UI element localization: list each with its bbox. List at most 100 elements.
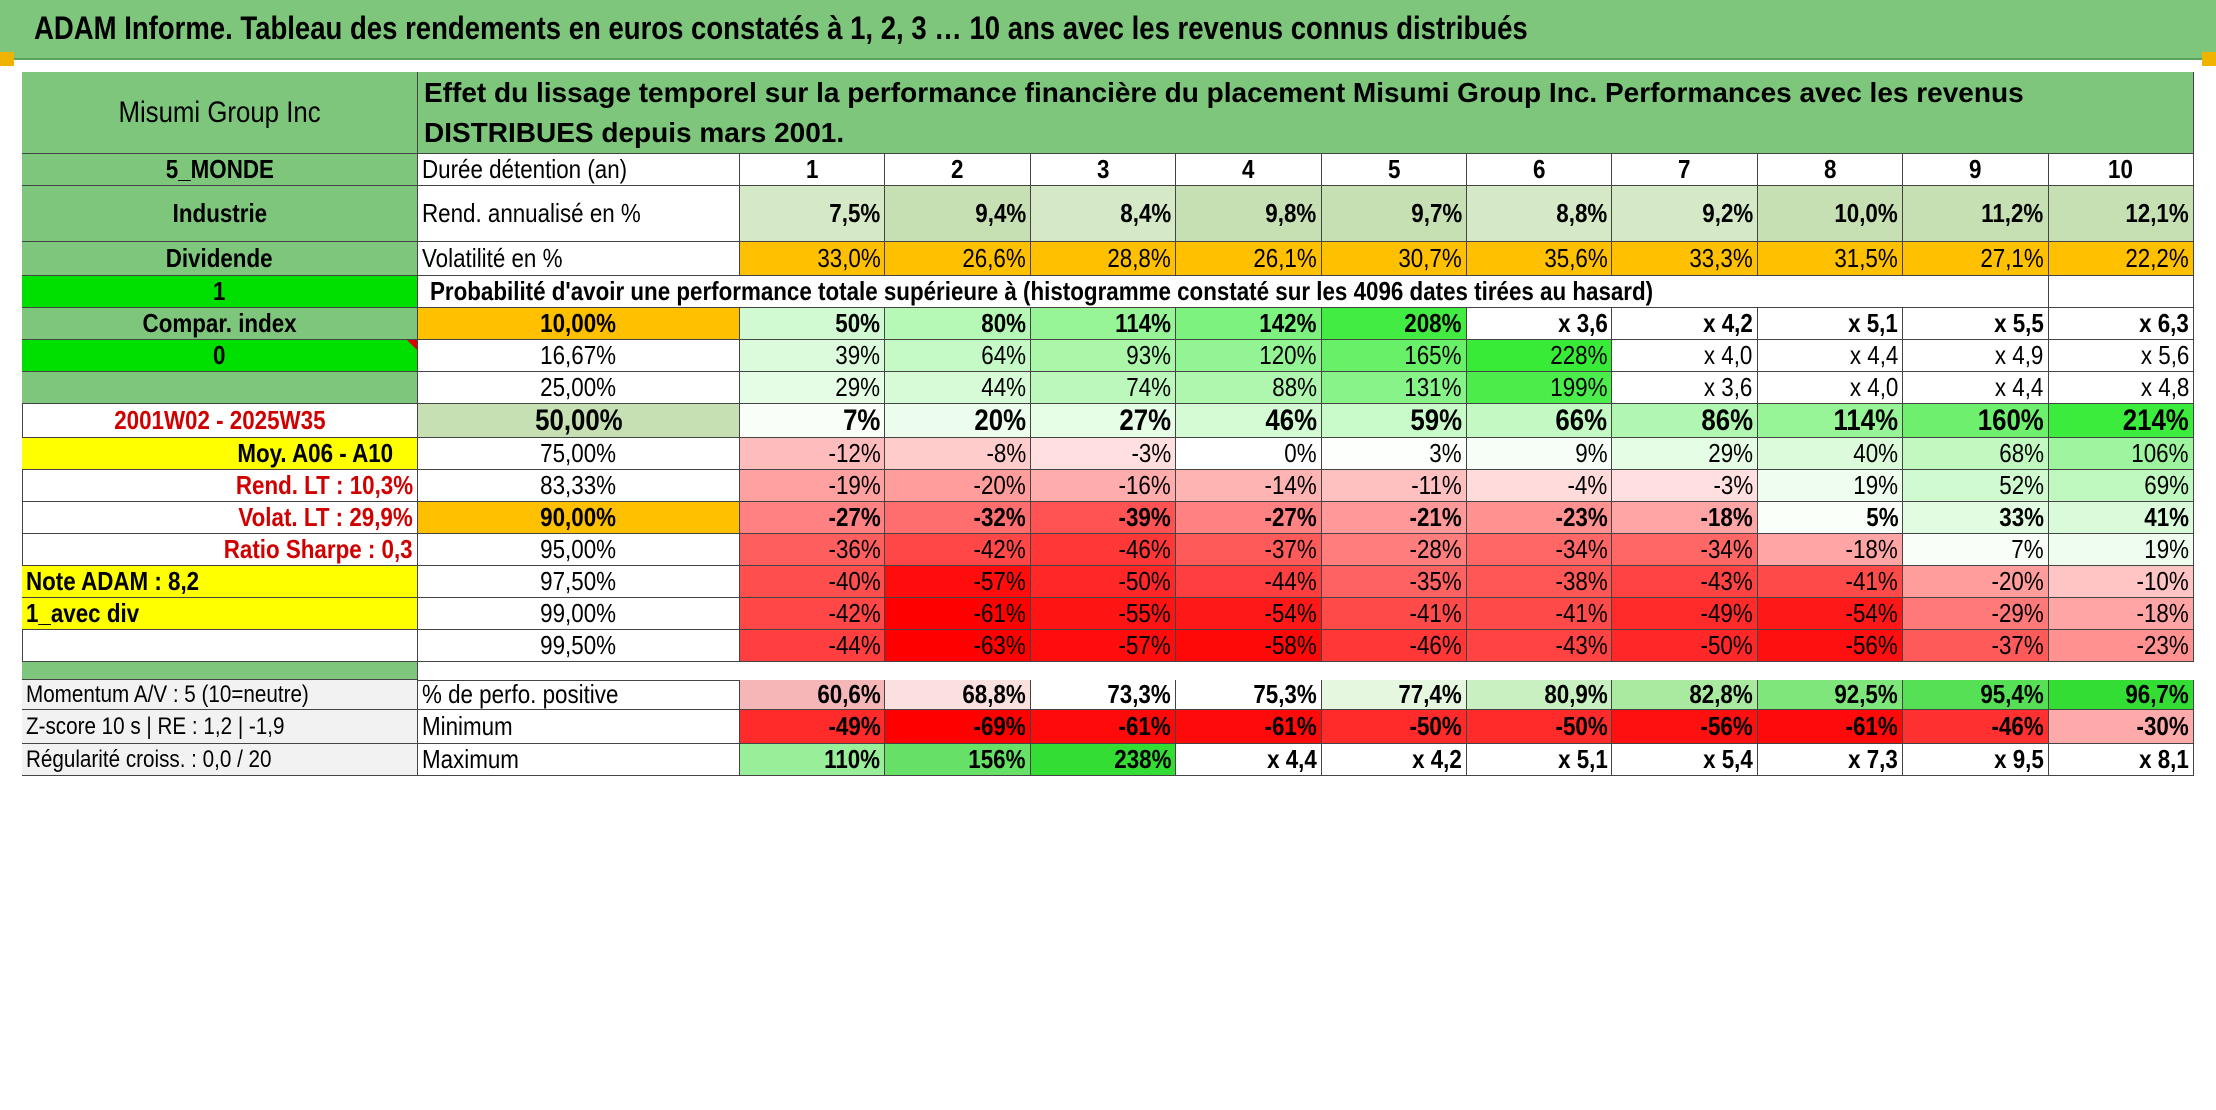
probability-value: -18% bbox=[2048, 598, 2194, 630]
min-label: Minimum bbox=[418, 710, 740, 744]
probability-value-text: 33% bbox=[1998, 502, 2044, 532]
probability-value: -41% bbox=[1757, 566, 1904, 598]
probability-value: x 4,4 bbox=[1903, 372, 2049, 404]
probability-value: -27% bbox=[740, 502, 886, 534]
year-header-text: 3 bbox=[1096, 154, 1110, 184]
probability-value-text: x 3,6 bbox=[1557, 308, 1608, 338]
min-value-text: -30% bbox=[2136, 711, 2189, 741]
probability-value: -18% bbox=[1612, 502, 1758, 534]
probability-value: -36% bbox=[740, 534, 886, 566]
probability-value: 114% bbox=[1030, 308, 1177, 340]
probability-value: x 5,1 bbox=[1757, 308, 1904, 340]
probability-value-text: -29% bbox=[1991, 598, 2044, 628]
probability-value-text: -43% bbox=[1555, 630, 1608, 660]
probability-value: -18% bbox=[1757, 534, 1904, 566]
empty-cell bbox=[22, 630, 418, 662]
probability-value-text: 59% bbox=[1410, 404, 1462, 437]
probability-value: 214% bbox=[2048, 404, 2194, 438]
zscore-label: Z-score 10 s | RE : 1,2 | -1,9 bbox=[22, 710, 418, 744]
probability-value-text: -50% bbox=[1118, 566, 1172, 596]
probability-value: -41% bbox=[1321, 598, 1467, 630]
probability-value-text: -58% bbox=[1264, 630, 1317, 660]
probability-value: -54% bbox=[1176, 598, 1322, 630]
vol-value-text: 33,0% bbox=[816, 243, 881, 273]
probability-threshold: 50,00% bbox=[418, 404, 740, 438]
vol-value: 33,0% bbox=[740, 242, 886, 276]
probability-value: -42% bbox=[885, 534, 1031, 566]
probability-value-text: -16% bbox=[1118, 470, 1172, 500]
probability-value-text: 228% bbox=[1550, 340, 1608, 370]
min-value-text: -49% bbox=[828, 711, 881, 741]
probability-value-text: -18% bbox=[2136, 598, 2189, 628]
probability-value-text: 19% bbox=[2144, 534, 2189, 564]
probability-value-text: x 4,8 bbox=[2140, 372, 2189, 402]
probability-value-text: -12% bbox=[828, 438, 881, 468]
vol-value-text: 22,2% bbox=[2125, 243, 2189, 273]
probability-value: -27% bbox=[1176, 502, 1322, 534]
probability-value-text: 39% bbox=[835, 340, 881, 370]
mode-label: Dividende bbox=[22, 242, 418, 276]
probability-value-text: -20% bbox=[1991, 566, 2044, 596]
param2-value-text: 0 bbox=[213, 340, 226, 370]
probability-value-text: -23% bbox=[1555, 502, 1608, 532]
probability-value-text: -21% bbox=[1409, 502, 1462, 532]
probability-threshold: 95,00% bbox=[418, 534, 740, 566]
probability-value-text: 3% bbox=[1429, 438, 1462, 468]
probability-value-text: x 4,4 bbox=[1849, 340, 1899, 370]
rend-value-text: 9,4% bbox=[974, 198, 1026, 228]
probability-value-text: -54% bbox=[1264, 598, 1317, 628]
probability-value-text: -54% bbox=[1845, 598, 1899, 628]
year-header: 9 bbox=[1903, 154, 2049, 186]
probability-value-text: -3% bbox=[1131, 438, 1172, 468]
comment-marker bbox=[407, 340, 417, 350]
max-value: x 8,1 bbox=[2048, 744, 2194, 776]
probability-value: 7% bbox=[740, 404, 886, 438]
probability-value-text: -41% bbox=[1555, 598, 1608, 628]
probability-value-text: 19% bbox=[1853, 470, 1899, 500]
corner-marker bbox=[0, 52, 14, 66]
probability-threshold: 99,00% bbox=[418, 598, 740, 630]
probability-value-text: 50% bbox=[835, 308, 881, 338]
year-header: 7 bbox=[1612, 154, 1758, 186]
probability-threshold-text: 99,00% bbox=[540, 598, 617, 628]
probability-value: x 5,5 bbox=[1903, 308, 2049, 340]
probability-value-text: x 4,0 bbox=[1849, 372, 1899, 402]
mode-label-text: Dividende bbox=[166, 243, 273, 273]
probability-value-text: -18% bbox=[1845, 534, 1899, 564]
probability-threshold: 25,00% bbox=[418, 372, 740, 404]
probability-value-text: -37% bbox=[1264, 534, 1317, 564]
vol-value: 22,2% bbox=[2048, 242, 2194, 276]
probability-value-text: 52% bbox=[1998, 470, 2044, 500]
probability-value-text: -43% bbox=[1700, 566, 1753, 596]
probability-value-text: 7% bbox=[843, 404, 881, 437]
rend-value: 12,1% bbox=[2048, 186, 2194, 242]
vol-label-text: Volatilité en % bbox=[422, 243, 563, 273]
corner-marker bbox=[2202, 52, 2216, 66]
probability-value-text: -3% bbox=[1713, 470, 1753, 500]
positive-value: 73,3% bbox=[1030, 680, 1177, 710]
performance-table: Misumi Group Inc 5_MONDE Industrie Dividend… bbox=[22, 72, 2194, 1100]
probability-value-text: 199% bbox=[1550, 372, 1608, 402]
probability-value: -42% bbox=[740, 598, 886, 630]
probability-value: -29% bbox=[1903, 598, 2049, 630]
year-header-text: 1 bbox=[805, 154, 819, 184]
param2-value: 0 bbox=[22, 340, 418, 372]
probability-value: -12% bbox=[740, 438, 886, 470]
probability-value-text: -41% bbox=[1409, 598, 1462, 628]
vol-value-text: 26,1% bbox=[1253, 243, 1317, 273]
probability-value: -35% bbox=[1321, 566, 1467, 598]
min-value: -50% bbox=[1467, 710, 1613, 744]
probability-value-text: -4% bbox=[1567, 470, 1608, 500]
probability-value-text: 41% bbox=[2144, 502, 2189, 532]
probability-label: Probabilité d'avoir une performance tota… bbox=[418, 276, 2049, 308]
probability-value: 59% bbox=[1321, 404, 1467, 438]
probability-threshold-text: 99,50% bbox=[540, 630, 617, 660]
zone-label: 5_MONDE bbox=[22, 154, 418, 186]
rend-value: 10,0% bbox=[1757, 186, 1904, 242]
max-value-text: x 5,4 bbox=[1703, 744, 1753, 774]
regularite-label: Régularité croiss. : 0,0 / 20 bbox=[22, 744, 418, 776]
positive-value-text: 60,6% bbox=[816, 680, 881, 709]
rend-value: 11,2% bbox=[1903, 186, 2049, 242]
probability-value: 80% bbox=[885, 308, 1031, 340]
probability-value-text: -56% bbox=[1845, 630, 1899, 660]
